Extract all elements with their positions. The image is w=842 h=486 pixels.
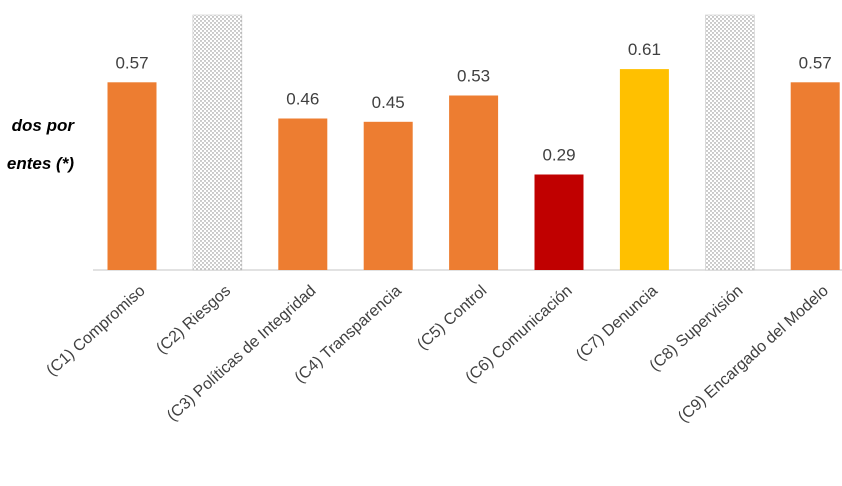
- bar-c1-compromiso: [107, 82, 157, 270]
- category-label-c8-supervision: (C8) Supervisión: [647, 282, 747, 374]
- value-label-c3-politicas-de-integridad: 0.46: [286, 90, 319, 109]
- bar-c6-comunicacion: [534, 174, 584, 270]
- value-label-c7-denuncia: 0.61: [628, 40, 661, 59]
- bar-c4-transparencia: [363, 121, 413, 270]
- value-label-c5-control: 0.53: [457, 67, 490, 86]
- value-label-c9-encargado-del-modelo: 0.57: [799, 53, 832, 72]
- bar-c7-denuncia: [619, 69, 669, 270]
- bar-c8-supervision: [705, 14, 755, 271]
- value-label-c1-compromiso: 0.57: [115, 53, 148, 72]
- bar-c2-riesgos: [192, 14, 243, 271]
- category-label-c2-riesgos: (C2) Riesgos: [153, 282, 234, 357]
- bar-c3-politicas-de-integridad: [278, 118, 328, 270]
- bar-c9-encargado-del-modelo: [790, 82, 840, 270]
- value-label-c4-transparencia: 0.45: [372, 93, 405, 112]
- value-label-c6-comunicacion: 0.29: [542, 146, 575, 165]
- category-label-c1-compromiso: (C1) Compromiso: [43, 282, 148, 379]
- category-label-c3-politicas-de-integridad: (C3) Políticas de Integridad: [164, 282, 319, 424]
- category-label-c5-control: (C5) Control: [414, 282, 490, 353]
- side-label-line-1: dos por: [11, 116, 74, 135]
- side-label-line-2: entes (*): [6, 154, 74, 173]
- category-label-c9-encargado-del-modelo: (C9) Encargado del Modelo: [675, 282, 832, 426]
- category-label-c7-denuncia: (C7) Denuncia: [573, 282, 661, 364]
- bar-c5-control: [449, 95, 499, 270]
